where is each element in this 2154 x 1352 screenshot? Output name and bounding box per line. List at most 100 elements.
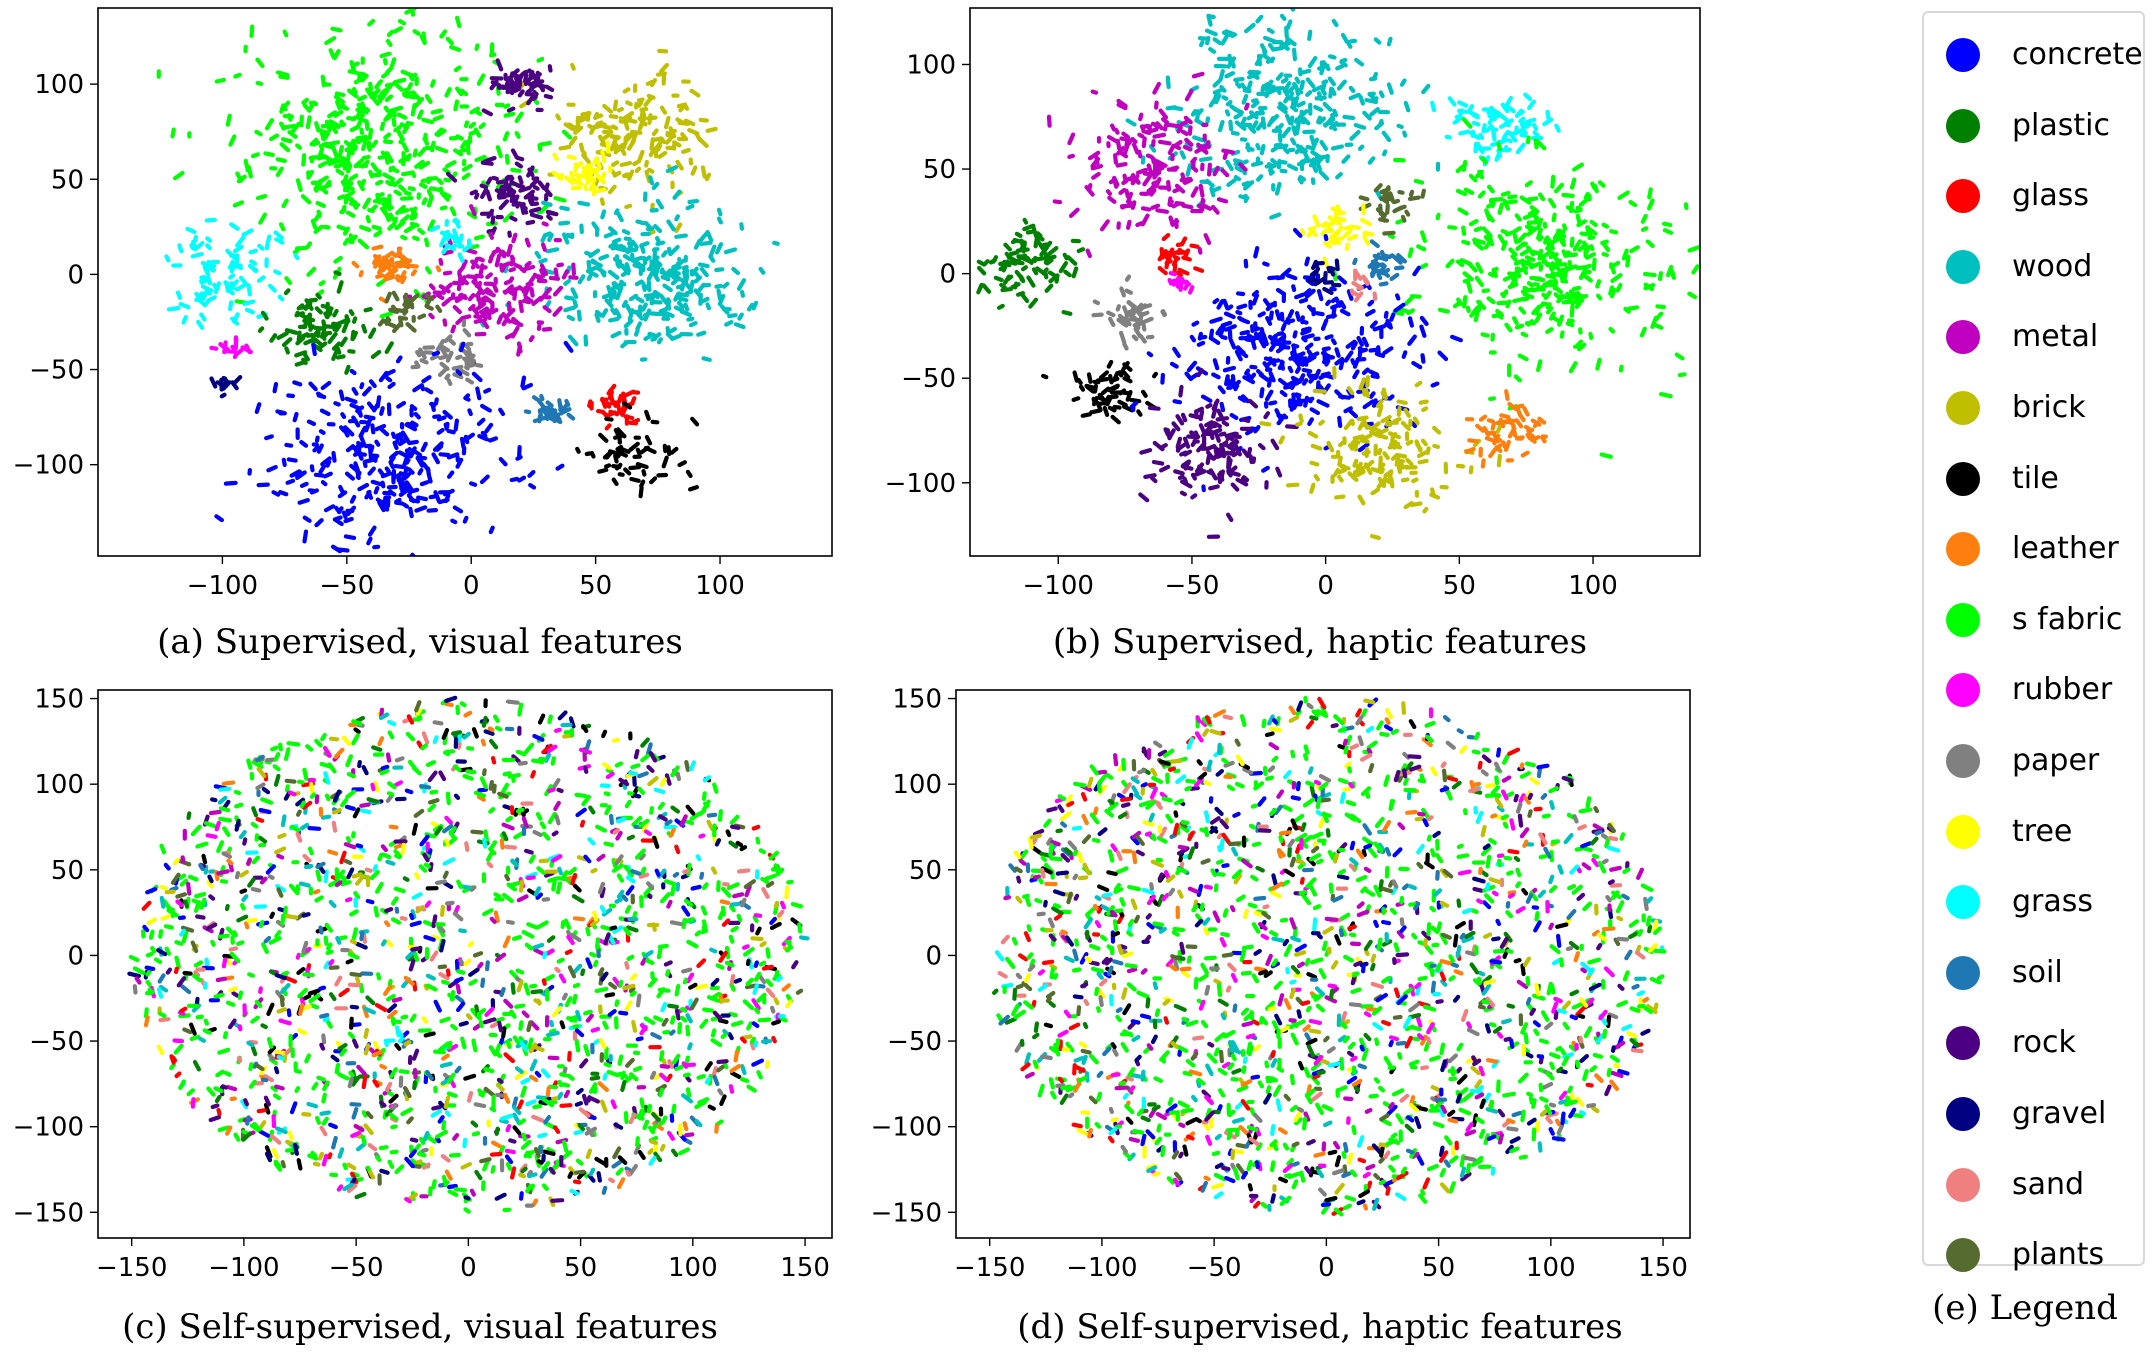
scatter-point [699, 1018, 709, 1029]
scatter-point [728, 904, 736, 913]
scatter-point [625, 100, 633, 107]
scatter-point [293, 1068, 303, 1074]
scatter-point [529, 287, 535, 298]
scatter-point [1589, 219, 1598, 228]
scatter-point [1270, 438, 1280, 451]
scatter-point [1500, 102, 1510, 114]
scatter-point [292, 411, 299, 423]
scatter-point [616, 873, 625, 883]
scatter-point [348, 309, 355, 316]
scatter-point [744, 884, 752, 898]
scatter-point [710, 977, 720, 987]
scatter-point [474, 273, 484, 279]
scatter-point [394, 220, 406, 231]
scatter-point [615, 444, 624, 452]
scatter-point [699, 871, 705, 880]
scatter-point [628, 770, 639, 777]
scatter-point [480, 308, 492, 317]
scatter-point [1496, 300, 1509, 306]
scatter-point [765, 881, 775, 888]
scatter-point [427, 803, 437, 813]
scatter-point [1380, 390, 1387, 400]
scatter-point [175, 899, 184, 908]
scatter-point [280, 137, 293, 144]
scatter-point [514, 131, 521, 139]
scatter-point [269, 333, 278, 343]
scatter-point [446, 336, 456, 346]
scatter-point [508, 267, 517, 273]
scatter-point [1125, 118, 1137, 127]
scatter-point [277, 294, 285, 302]
scatter-point [1266, 87, 1279, 95]
scatter-point [1370, 467, 1384, 475]
scatter-point [739, 845, 748, 852]
scatter-point [309, 464, 315, 473]
scatter-point [511, 754, 521, 764]
scatter-point [402, 876, 410, 882]
scatter-point [540, 405, 551, 411]
scatter-point [1346, 289, 1354, 301]
scatter-point [410, 170, 417, 179]
scatter-point [452, 236, 462, 242]
scatter-point [280, 105, 288, 112]
scatter-point [294, 360, 306, 367]
scatter-point [681, 1061, 689, 1069]
scatter-point [455, 316, 465, 326]
scatter-point [437, 1115, 445, 1124]
scatter-point [1179, 150, 1187, 160]
scatter-point [237, 990, 244, 1000]
scatter-point [234, 282, 248, 292]
scatter-point [574, 173, 584, 178]
scatter-point [366, 490, 373, 498]
scatter-point [1404, 209, 1411, 217]
scatter-point [191, 239, 197, 247]
scatter-point [217, 795, 228, 805]
scatter-point [1209, 316, 1223, 324]
scatter-point [1189, 243, 1200, 249]
scatter-point [1320, 371, 1331, 378]
scatter-point [1358, 377, 1366, 391]
scatter-point [537, 180, 547, 191]
scatter-point [318, 429, 326, 435]
scatter-point [445, 36, 454, 46]
scatter-point [701, 882, 709, 890]
scatter-point [1355, 469, 1366, 477]
scatter-point [685, 1013, 693, 1024]
axes-frame-a [97, 7, 833, 557]
scatter-point [284, 328, 299, 335]
scatter-point [1557, 314, 1565, 327]
scatter-point [592, 160, 600, 165]
scatter-point [590, 258, 599, 265]
scatter-point [1545, 109, 1551, 121]
scatter-point [509, 180, 523, 189]
scatter-point [330, 1054, 340, 1063]
scatter-point [532, 185, 540, 191]
scatter-point [610, 124, 619, 131]
scatter-point [604, 416, 614, 422]
scatter-point [1552, 229, 1561, 241]
scatter-point [398, 137, 405, 145]
scatter-point [1511, 316, 1519, 326]
scatter-point [1328, 239, 1342, 245]
scatter-point [1421, 406, 1429, 413]
scatter-point [458, 1020, 469, 1027]
scatter-point [299, 481, 309, 488]
scatter-point [640, 737, 650, 748]
scatter-point [1396, 399, 1408, 405]
scatter-point [385, 38, 393, 48]
scatter-point [1501, 136, 1513, 144]
scatter-point [606, 284, 613, 296]
scatter-point [298, 881, 311, 888]
scatter-point [1154, 177, 1162, 189]
scatter-point [1488, 107, 1499, 116]
scatter-point [630, 396, 637, 405]
scatter-point [341, 320, 350, 334]
scatter-point [487, 726, 495, 733]
y-tick-label: 50 [923, 155, 956, 185]
scatter-point [1206, 450, 1215, 461]
scatter-point [196, 319, 205, 330]
scatter-point [1243, 258, 1249, 269]
scatter-point [1129, 311, 1136, 318]
scatter-point [1141, 389, 1148, 398]
scatter-point [710, 1028, 717, 1038]
